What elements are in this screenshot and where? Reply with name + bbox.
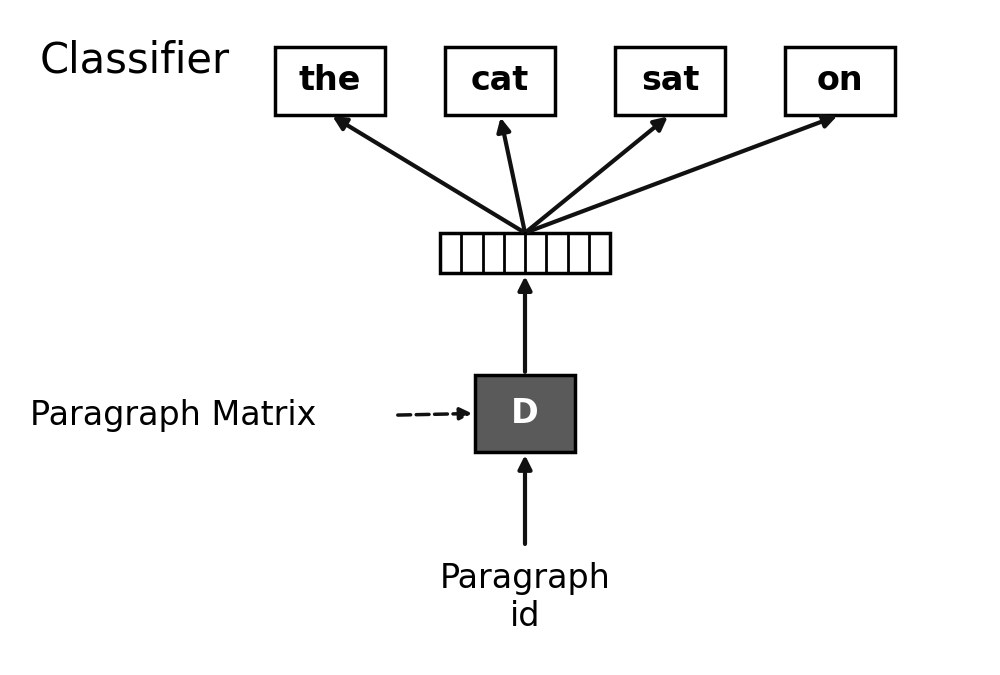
Text: D: D [511,397,539,430]
FancyBboxPatch shape [440,233,610,273]
Text: Paragraph Matrix: Paragraph Matrix [30,399,316,431]
Text: sat: sat [641,65,699,97]
Text: the: the [299,65,361,97]
Text: on: on [817,65,863,97]
FancyBboxPatch shape [475,375,575,452]
Text: Classifier: Classifier [40,40,230,82]
FancyBboxPatch shape [275,47,385,115]
Text: cat: cat [471,65,529,97]
FancyBboxPatch shape [445,47,555,115]
FancyBboxPatch shape [615,47,725,115]
FancyBboxPatch shape [785,47,895,115]
Text: Paragraph
id: Paragraph id [440,562,610,633]
